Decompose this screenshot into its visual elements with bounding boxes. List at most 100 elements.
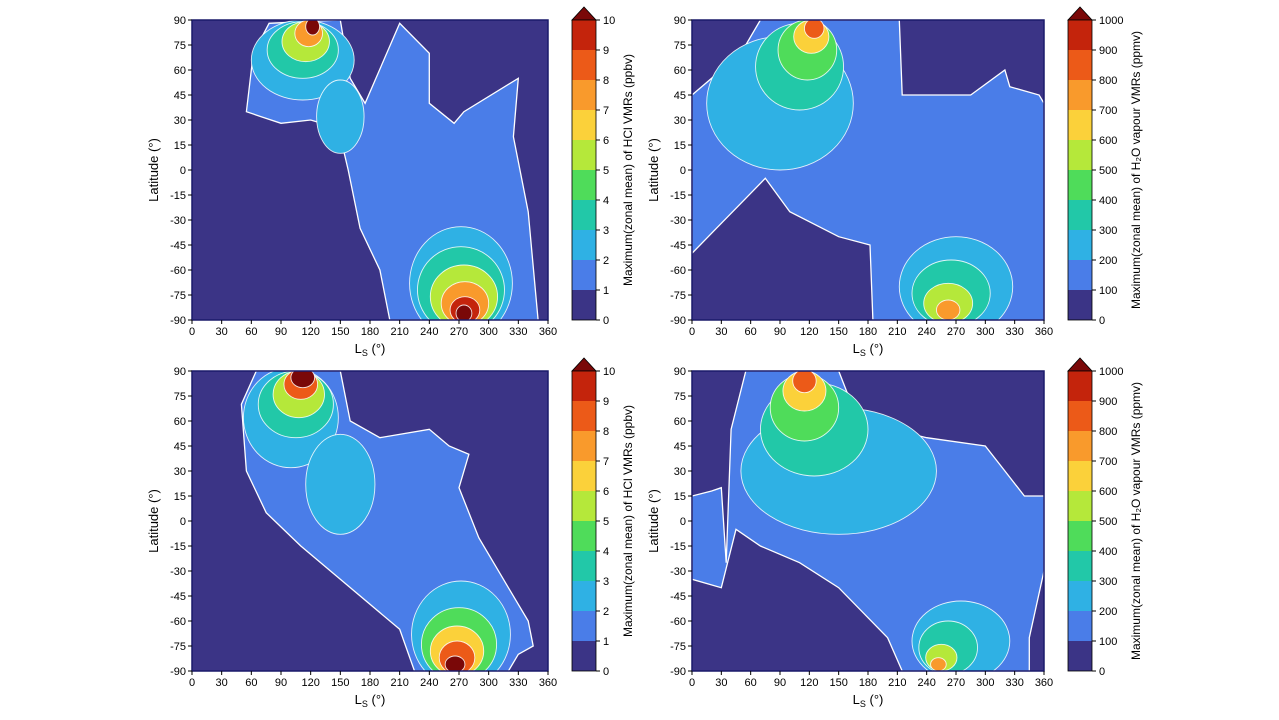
y-axis-label: Latitude (°) <box>646 138 661 202</box>
x-axis-label: LS (°) <box>355 341 386 358</box>
colorbar-tick-label: 1 <box>603 636 609 648</box>
colorbar-tick-label: 300 <box>1099 225 1117 237</box>
x-tick-label: 90 <box>774 677 786 689</box>
colorbar-label: Maximum(zonal mean) of HCl VMRs (ppbv) <box>621 54 635 286</box>
colorbar-tick-label: 5 <box>603 165 609 177</box>
x-tick-label: 240 <box>420 677 438 689</box>
plot-area <box>192 20 548 320</box>
colorbar-segment <box>1068 491 1092 521</box>
x-tick-label: 360 <box>1035 326 1053 338</box>
x-axis-label-subscript: S <box>860 348 866 358</box>
x-tick-label: 120 <box>800 677 818 689</box>
colorbar-tick-label: 5 <box>603 516 609 528</box>
colorbar-tick-label: 6 <box>603 486 609 498</box>
x-tick-label: 330 <box>1005 677 1023 689</box>
y-tick-label: -90 <box>170 666 186 678</box>
y-tick-label: -30 <box>670 215 686 227</box>
colorbar-segment <box>572 110 596 140</box>
contour-blob-5 <box>792 371 817 394</box>
colorbar-tick-label: 400 <box>1099 546 1117 558</box>
colorbar-tick-label: 3 <box>603 576 609 588</box>
x-tick-label: 150 <box>331 326 349 338</box>
x-tick-label: 360 <box>1035 677 1053 689</box>
x-axis-label-unit: (°) <box>866 341 883 356</box>
contour-blob-2 <box>305 433 376 535</box>
y-tick-label: -30 <box>170 215 186 227</box>
x-axis-label-unit: (°) <box>368 692 385 707</box>
colorbar-segment <box>1068 200 1092 230</box>
y-tick-label: 30 <box>674 466 686 478</box>
colorbar-segment <box>572 401 596 431</box>
colorbar-segment <box>1068 461 1092 491</box>
y-tick-label: 45 <box>174 441 186 453</box>
x-tick-label: 150 <box>829 326 847 338</box>
colorbar-tick-label: 0 <box>1099 315 1105 327</box>
y-tick-label: 0 <box>680 165 686 177</box>
colorbar-tick-label: 100 <box>1099 636 1117 648</box>
x-tick-label: 180 <box>859 326 877 338</box>
y-tick-label: -60 <box>670 265 686 277</box>
colorbar-segment <box>1068 20 1092 50</box>
x-axis-label-unit: (°) <box>866 692 883 707</box>
colorbar-tick-label: 1000 <box>1099 15 1123 27</box>
colorbar-tick-label: 8 <box>603 426 609 438</box>
y-tick-label: -75 <box>670 641 686 653</box>
colorbar-segment <box>572 230 596 260</box>
x-tick-label: 270 <box>947 326 965 338</box>
x-tick-label: 210 <box>390 326 408 338</box>
y-tick-label: 15 <box>174 140 186 152</box>
x-tick-label: 30 <box>715 326 727 338</box>
contour-blob-9 <box>935 299 961 320</box>
colorbar-segment <box>572 581 596 611</box>
y-tick-label: -15 <box>670 190 686 202</box>
x-tick-label: 210 <box>390 677 408 689</box>
y-tick-label: -15 <box>670 541 686 553</box>
colorbar: 0 1 2 3 4 5 6 7 8 9 10 Maximum(zonal mean) of HCl V… <box>571 357 635 678</box>
y-tick-label: 0 <box>180 516 186 528</box>
colorbar-tick-label: 6 <box>603 135 609 147</box>
x-tick-label: 60 <box>745 677 757 689</box>
colorbar-segment <box>1068 551 1092 581</box>
colorbar-segment <box>572 431 596 461</box>
contour-blob-12 <box>455 304 473 320</box>
colorbar-segment <box>1068 170 1092 200</box>
panel-hcl-top: 0 30 60 90 120 150 180 210 240 270 300 330 360907560… <box>146 6 635 358</box>
y-tick-label: 30 <box>174 115 186 127</box>
y-tick-label: 30 <box>174 466 186 478</box>
contour-blob-6 <box>305 20 321 36</box>
colorbar-segment <box>572 371 596 401</box>
colorbar-tick-label: 3 <box>603 225 609 237</box>
y-tick-label: 15 <box>674 491 686 503</box>
y-tick-label: 60 <box>174 65 186 77</box>
colorbar-tick-label: 700 <box>1099 456 1117 468</box>
colorbar-tick-label: 2 <box>603 255 609 267</box>
y-tick-label: -75 <box>670 290 686 302</box>
y-tick-label: 45 <box>674 90 686 102</box>
x-tick-label: 90 <box>275 677 287 689</box>
colorbar-segment <box>1068 641 1092 671</box>
colorbar-extend-arrow <box>1067 357 1093 372</box>
y-tick-label: 60 <box>174 416 186 428</box>
x-axis-label-main: L <box>853 341 860 356</box>
x-tick-label: 330 <box>1005 326 1023 338</box>
plot-area <box>692 371 1044 671</box>
y-axis-label: Latitude (°) <box>146 138 161 202</box>
y-tick-label: 15 <box>674 140 686 152</box>
x-tick-label: 270 <box>947 677 965 689</box>
colorbar-label: Maximum(zonal mean) of H₂O vapour VMRs (… <box>1129 382 1143 660</box>
colorbar-tick-label: 800 <box>1099 426 1117 438</box>
y-tick-label: -30 <box>170 566 186 578</box>
colorbar-segment <box>572 140 596 170</box>
x-axis-label-main: L <box>853 692 860 707</box>
y-tick-label: -45 <box>170 240 186 252</box>
colorbar-segment <box>572 641 596 671</box>
colorbar-tick-label: 10 <box>603 15 615 27</box>
colorbar-tick-label: 400 <box>1099 195 1117 207</box>
x-axis-label: LS (°) <box>355 692 386 709</box>
plot-area <box>192 371 548 671</box>
x-tick-label: 60 <box>745 326 757 338</box>
colorbar-tick-label: 800 <box>1099 75 1117 87</box>
panel-hcl-bottom: 0 30 60 90 120 150 180 210 240 270 300 330 360907560… <box>146 357 635 709</box>
x-tick-label: 120 <box>800 326 818 338</box>
